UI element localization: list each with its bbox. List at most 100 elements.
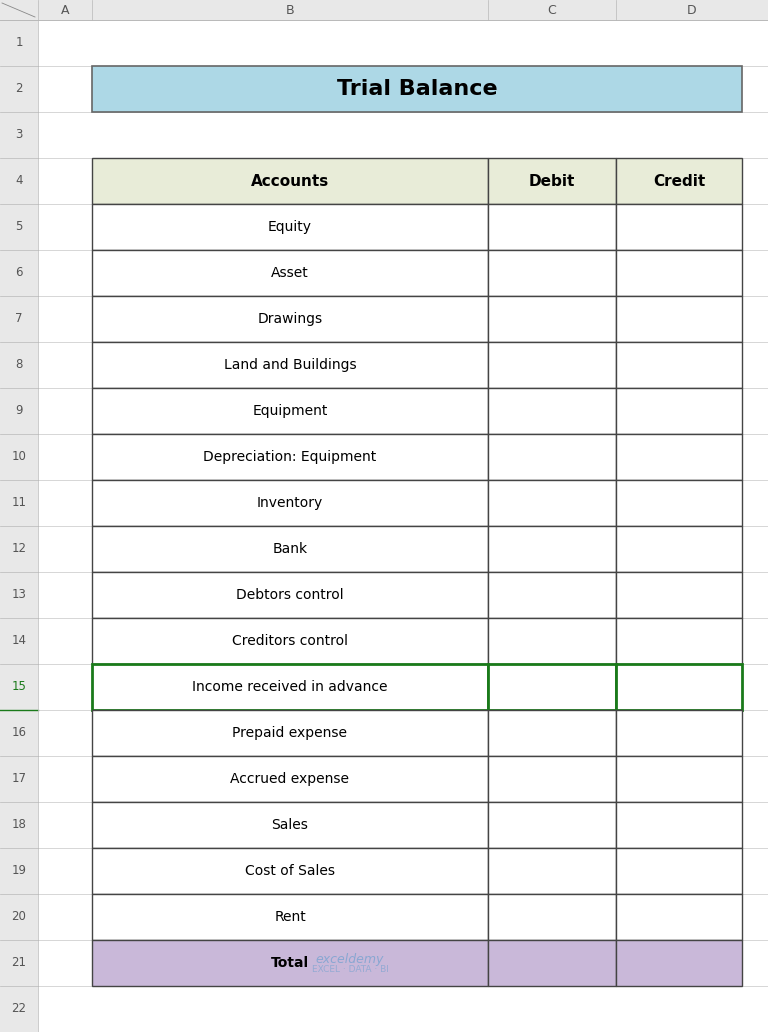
Bar — [38, 388, 768, 434]
Bar — [616, 710, 742, 756]
Bar — [0, 296, 38, 342]
Text: 4: 4 — [15, 174, 23, 188]
Text: B: B — [286, 3, 294, 17]
Bar — [92, 204, 488, 250]
Text: 8: 8 — [15, 358, 23, 372]
Text: Rent: Rent — [274, 910, 306, 924]
Bar — [38, 204, 768, 250]
Text: Cost of Sales: Cost of Sales — [245, 864, 335, 878]
Bar — [92, 894, 488, 940]
Bar — [92, 802, 488, 848]
Bar — [92, 434, 488, 480]
Text: Credit: Credit — [653, 173, 705, 189]
Bar — [38, 986, 768, 1032]
Bar — [0, 848, 38, 894]
Bar — [0, 66, 38, 112]
Bar — [38, 526, 768, 572]
Text: Land and Buildings: Land and Buildings — [223, 358, 356, 372]
Bar — [0, 112, 38, 158]
Bar — [488, 756, 616, 802]
Bar — [488, 480, 616, 526]
Text: Equity: Equity — [268, 220, 312, 234]
Bar — [616, 940, 742, 986]
Bar — [92, 940, 488, 986]
Text: Accrued expense: Accrued expense — [230, 772, 349, 786]
Bar — [616, 342, 742, 388]
Bar — [488, 526, 616, 572]
Bar — [0, 572, 38, 618]
Bar — [38, 756, 768, 802]
Bar — [616, 572, 742, 618]
Bar — [488, 940, 616, 986]
Text: Drawings: Drawings — [257, 312, 323, 326]
Bar — [488, 894, 616, 940]
Text: 20: 20 — [12, 910, 26, 924]
Text: 3: 3 — [15, 129, 23, 141]
Bar — [0, 986, 38, 1032]
Text: Depreciation: Equipment: Depreciation: Equipment — [204, 450, 376, 464]
Bar — [38, 480, 768, 526]
Text: 16: 16 — [12, 727, 27, 740]
Bar — [0, 802, 38, 848]
Text: C: C — [548, 3, 556, 17]
Bar — [488, 572, 616, 618]
Bar — [616, 756, 742, 802]
Bar — [38, 710, 768, 756]
Bar — [616, 388, 742, 434]
Bar — [616, 158, 742, 204]
Text: 10: 10 — [12, 451, 26, 463]
Bar — [488, 388, 616, 434]
Bar — [488, 158, 616, 204]
Text: Total: Total — [271, 956, 309, 970]
Text: exceldemy: exceldemy — [316, 954, 384, 967]
Bar — [488, 250, 616, 296]
Bar — [616, 894, 742, 940]
Bar — [616, 434, 742, 480]
Text: Sales: Sales — [272, 818, 309, 832]
Bar — [38, 664, 768, 710]
Bar — [488, 664, 616, 710]
Bar — [92, 526, 488, 572]
Text: 21: 21 — [12, 957, 27, 969]
Text: Creditors control: Creditors control — [232, 634, 348, 648]
Text: 14: 14 — [12, 635, 27, 647]
Text: 1: 1 — [15, 36, 23, 50]
Bar — [38, 66, 768, 112]
Bar — [0, 756, 38, 802]
Bar — [488, 710, 616, 756]
Text: Debtors control: Debtors control — [237, 588, 344, 602]
Bar — [92, 296, 488, 342]
Text: A: A — [61, 3, 69, 17]
Bar — [92, 848, 488, 894]
Text: Asset: Asset — [271, 266, 309, 280]
Text: 15: 15 — [12, 680, 26, 694]
Text: 22: 22 — [12, 1002, 27, 1015]
Bar — [616, 848, 742, 894]
Bar — [488, 204, 616, 250]
Bar — [38, 848, 768, 894]
Text: 19: 19 — [12, 865, 27, 877]
Bar — [38, 112, 768, 158]
Text: 11: 11 — [12, 496, 27, 510]
Bar — [0, 20, 38, 66]
Bar — [616, 618, 742, 664]
Text: Income received in advance: Income received in advance — [192, 680, 388, 694]
Bar — [92, 572, 488, 618]
Bar — [0, 480, 38, 526]
Bar — [92, 664, 488, 710]
Bar — [0, 894, 38, 940]
Bar — [616, 664, 742, 710]
Text: Inventory: Inventory — [257, 496, 323, 510]
Text: 6: 6 — [15, 266, 23, 280]
Bar — [488, 434, 616, 480]
Bar — [38, 618, 768, 664]
Text: D: D — [687, 3, 697, 17]
Bar — [616, 296, 742, 342]
Bar — [38, 342, 768, 388]
Bar — [488, 618, 616, 664]
Bar — [0, 342, 38, 388]
Text: 9: 9 — [15, 405, 23, 418]
Bar — [0, 618, 38, 664]
Text: 7: 7 — [15, 313, 23, 325]
Bar — [616, 250, 742, 296]
